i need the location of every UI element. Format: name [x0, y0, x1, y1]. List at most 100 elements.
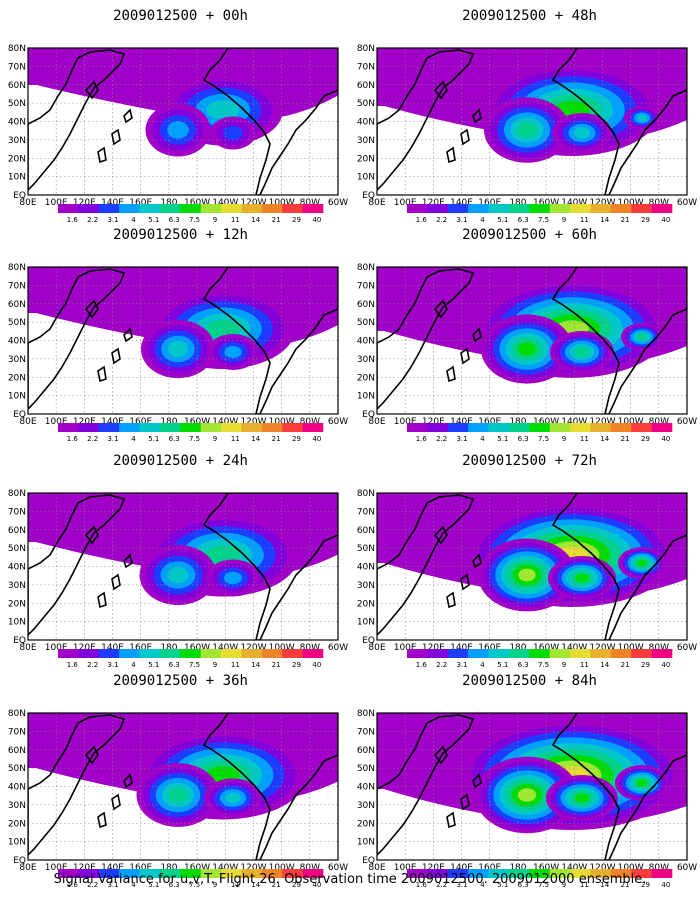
lon-label: 100W: [618, 643, 644, 653]
legend-swatch: [610, 869, 632, 878]
legend-label: 14: [251, 216, 260, 224]
lon-label: 80W: [300, 863, 320, 873]
legend-swatch: [407, 869, 428, 878]
legend-label: 1.6: [416, 661, 428, 669]
lat-label: 40N: [357, 563, 375, 573]
legend-swatch: [139, 649, 161, 658]
lat-label: EQ: [13, 636, 26, 646]
legend-label: 3.1: [107, 881, 118, 889]
legend-label: 6.3: [169, 216, 180, 224]
legend-label: 4: [131, 216, 136, 224]
map-frame: [376, 266, 688, 415]
legend-swatch: [610, 204, 632, 213]
legend-swatch: [261, 869, 283, 878]
legend-swatch: [570, 204, 591, 213]
lon-label: 160W: [533, 417, 559, 427]
legend-swatch: [78, 869, 100, 878]
legend-label: 6.3: [169, 435, 180, 443]
graticule: [28, 48, 338, 195]
legend-label: 4: [131, 435, 136, 443]
lat-label: 60N: [8, 300, 26, 310]
lon-label: 100E: [394, 863, 417, 873]
color-legend: 1.6 2.2 3.1 4 5.1 6.3 7.5 9 11 14 21 29 40: [407, 869, 673, 889]
legend-swatch: [98, 649, 120, 658]
lat-label: 70N: [8, 507, 26, 517]
legend-swatch: [508, 869, 530, 878]
legend-label: 2.2: [87, 661, 98, 669]
legend-label: 29: [641, 881, 650, 889]
legend-swatch: [447, 423, 469, 432]
lat-label: 30N: [357, 136, 375, 146]
legend-swatch: [427, 204, 449, 213]
lon-labels: 80E 100E 120E 140E 160E 180 160W 140W 120W 100W 80…: [19, 417, 348, 427]
legend-label: 2.2: [87, 216, 98, 224]
legend-swatch: [488, 204, 510, 213]
legend-swatch: [58, 869, 79, 878]
lat-label: 40N: [8, 563, 26, 573]
legend-swatch: [302, 423, 324, 432]
legend-swatch: [407, 204, 428, 213]
legend-label: 3.1: [456, 881, 467, 889]
legend-swatch: [78, 649, 100, 658]
legend-label: 40: [661, 435, 670, 443]
lon-label: 80E: [368, 863, 385, 873]
lon-label: 180: [160, 198, 177, 208]
lon-labels: 80E 100E 120E 140E 160E 180 160W 140W 120W 100W 80…: [368, 198, 697, 208]
graticule: [28, 713, 338, 860]
legend-swatch: [488, 869, 510, 878]
lat-label: EQ: [362, 636, 375, 646]
map-area: [376, 492, 688, 641]
lat-label: 10N: [8, 618, 26, 628]
legend-swatch: [78, 204, 100, 213]
lon-label: 100W: [269, 643, 295, 653]
legend-label: 5.1: [148, 881, 159, 889]
lon-label: 140W: [561, 417, 587, 427]
map-frame: [27, 712, 339, 861]
forecast-panel: 2009012500 + 72h 80N 70N 60N 50N 40N 30N 20N 10N…: [357, 453, 700, 671]
legend-swatch: [302, 869, 324, 878]
legend-label: 9: [562, 661, 566, 669]
legend-swatch: [468, 423, 489, 432]
legend-label: 3.1: [456, 435, 467, 443]
lat-labels: 80N 70N 60N 50N 40N 30N 20N 10N EQ: [8, 263, 26, 420]
legend-swatch: [427, 649, 449, 658]
forecast-panel: 2009012500 + 00h 80N 70N 60N 50N 40N 30N 20N 10N…: [8, 8, 353, 226]
lon-label: 60W: [328, 643, 348, 653]
legend-swatch: [468, 204, 489, 213]
legend-label: 7.5: [189, 661, 200, 669]
legend-swatch: [261, 204, 283, 213]
legend-label: 1.6: [67, 216, 79, 224]
lon-label: 80W: [300, 417, 320, 427]
legend-label: 11: [580, 435, 589, 443]
lat-label: 60N: [357, 300, 375, 310]
panel-title: 2009012500 + 48h: [462, 8, 597, 24]
legend-label: 14: [600, 661, 609, 669]
lon-labels: 80E 100E 120E 140E 160E 180 160W 140W 120W 100W 80…: [19, 863, 348, 873]
lon-label: 80E: [19, 643, 36, 653]
lon-label: 140E: [450, 863, 473, 873]
lon-label: 60W: [677, 417, 697, 427]
variance-field: [377, 48, 687, 163]
variance-field: [28, 713, 338, 827]
legend-label: 9: [213, 435, 217, 443]
legend-label: 2.2: [87, 881, 98, 889]
lat-label: 70N: [357, 62, 375, 72]
lat-label: 10N: [8, 838, 26, 848]
lat-label: 80N: [357, 44, 375, 54]
legend-swatch: [651, 649, 673, 658]
legend-swatch: [427, 423, 449, 432]
legend-swatch: [282, 869, 303, 878]
coastlines: [28, 713, 338, 860]
lat-label: 30N: [357, 355, 375, 365]
legend-label: 1.6: [416, 881, 428, 889]
legend-swatch: [590, 423, 612, 432]
legend-label: 6.3: [169, 881, 180, 889]
legend-swatch: [221, 869, 242, 878]
legend-label: 6.3: [169, 661, 180, 669]
lon-label: 60W: [328, 863, 348, 873]
legend-label: 21: [272, 435, 281, 443]
legend-label: 7.5: [538, 661, 549, 669]
legend-label: 9: [213, 881, 217, 889]
legend-label: 1.6: [67, 661, 79, 669]
